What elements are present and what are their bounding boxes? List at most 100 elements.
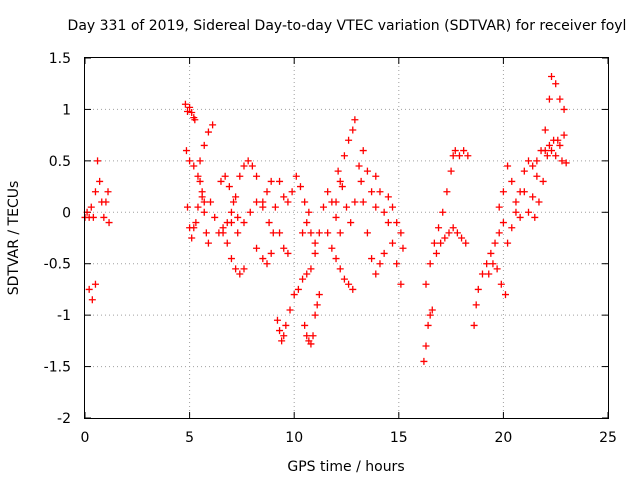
- data-point: [186, 103, 194, 111]
- data-point: [349, 126, 357, 134]
- data-point: [458, 234, 466, 242]
- data-point: [556, 95, 564, 103]
- data-point: [389, 203, 397, 211]
- data-point: [347, 219, 355, 227]
- data-point: [376, 260, 384, 268]
- data-point: [104, 188, 112, 196]
- data-point: [273, 316, 281, 324]
- axes: 0 5 10 15 20 25 -2 -1.5 -1 -0.5 0 0.5 1 1.5: [44, 51, 617, 446]
- data-point: [192, 219, 200, 227]
- y-tick-label: -1.5: [44, 360, 71, 376]
- data-point: [474, 285, 482, 293]
- data-point: [397, 229, 405, 237]
- data-point: [290, 291, 298, 299]
- x-axis-label: GPS time / hours: [287, 459, 404, 475]
- data-point: [439, 208, 447, 216]
- data-point: [562, 159, 570, 167]
- data-point: [512, 198, 520, 206]
- data-point: [531, 213, 539, 221]
- data-point: [512, 208, 520, 216]
- data-point: [336, 177, 344, 185]
- data-point: [278, 337, 286, 345]
- data-point: [460, 147, 468, 155]
- data-point: [334, 167, 342, 175]
- data-point: [349, 285, 357, 293]
- data-point: [495, 229, 503, 237]
- data-point: [309, 332, 317, 340]
- data-point: [200, 141, 208, 149]
- data-point: [100, 213, 108, 221]
- data-point: [447, 167, 455, 175]
- data-point: [207, 198, 215, 206]
- data-point: [545, 95, 553, 103]
- data-point: [200, 198, 208, 206]
- data-point: [441, 234, 449, 242]
- data-point: [455, 152, 463, 160]
- data-point: [548, 73, 556, 81]
- data-point: [478, 270, 486, 278]
- data-point: [351, 198, 359, 206]
- y-tick-label: 0.5: [49, 154, 71, 170]
- data-point: [372, 172, 380, 180]
- data-point: [315, 291, 323, 299]
- data-point: [328, 244, 336, 252]
- data-point: [535, 198, 543, 206]
- data-point: [380, 208, 388, 216]
- data-point: [449, 152, 457, 160]
- data-point: [560, 131, 568, 139]
- data-point: [389, 239, 397, 247]
- data-point: [280, 244, 288, 252]
- data-point: [338, 183, 346, 191]
- data-point: [324, 229, 332, 237]
- data-point: [276, 177, 284, 185]
- data-point: [184, 107, 192, 115]
- data-point: [296, 183, 304, 191]
- data-point: [424, 321, 432, 329]
- data-point: [493, 265, 501, 273]
- y-tick-label: 1.5: [49, 51, 71, 67]
- y-axis-label: SDTVAR / TECUs: [6, 181, 22, 296]
- data-point: [520, 167, 528, 175]
- data-point: [280, 193, 288, 201]
- data-point: [190, 224, 198, 232]
- data-point: [376, 188, 384, 196]
- data-point: [393, 260, 401, 268]
- data-point: [487, 249, 495, 257]
- data-point: [363, 167, 371, 175]
- data-point: [422, 342, 430, 350]
- x-tick-label: 15: [390, 430, 408, 446]
- data-point: [253, 244, 261, 252]
- data-point: [422, 280, 430, 288]
- data-point: [336, 265, 344, 273]
- data-point: [91, 188, 99, 196]
- data-point: [303, 219, 311, 227]
- x-tick-label: 10: [285, 430, 303, 446]
- x-tick-label: 25: [599, 430, 617, 446]
- data-point: [303, 270, 311, 278]
- data-point: [560, 105, 568, 113]
- data-point: [209, 121, 217, 129]
- plot-frame: [84, 57, 609, 419]
- data-point: [240, 219, 248, 227]
- data-point: [332, 198, 340, 206]
- data-point: [221, 172, 229, 180]
- data-point: [516, 213, 524, 221]
- data-point: [253, 172, 261, 180]
- data-point: [204, 239, 212, 247]
- data-point: [234, 213, 242, 221]
- data-point: [495, 203, 503, 211]
- data-point: [533, 172, 541, 180]
- data-point: [483, 260, 491, 268]
- data-point: [336, 229, 344, 237]
- data-point: [267, 177, 275, 185]
- x-tick-label: 20: [494, 430, 512, 446]
- data-point: [307, 340, 315, 348]
- data-point: [368, 188, 376, 196]
- data-point: [393, 219, 401, 227]
- data-point: [240, 162, 248, 170]
- data-point: [182, 147, 190, 155]
- data-point: [529, 193, 537, 201]
- data-point: [265, 219, 273, 227]
- data-point: [232, 193, 240, 201]
